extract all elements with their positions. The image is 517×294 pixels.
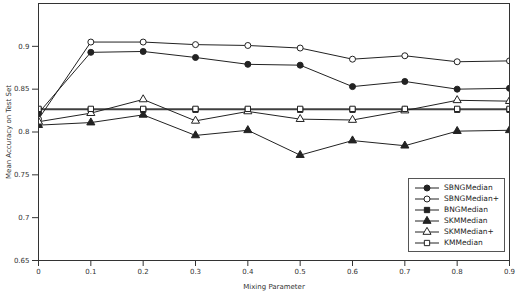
svg-text:0.7: 0.7 xyxy=(399,268,410,276)
svg-text:0.1: 0.1 xyxy=(85,268,96,276)
svg-text:Mean Accuracy on Test Set: Mean Accuracy on Test Set xyxy=(5,85,13,179)
svg-text:0.85: 0.85 xyxy=(14,85,30,93)
svg-text:Mixing Parameter: Mixing Parameter xyxy=(243,283,305,291)
svg-text:0.8: 0.8 xyxy=(18,128,29,136)
html-text:SBNGMedian: SBNGMedian xyxy=(444,183,493,192)
svg-text:0.9: 0.9 xyxy=(504,268,515,276)
svg-text:0.75: 0.75 xyxy=(14,171,30,179)
html-text:KMMedian: KMMedian xyxy=(444,238,483,247)
svg-text:0.4: 0.4 xyxy=(242,268,254,276)
html-text:BNGMedian: BNGMedian xyxy=(444,205,488,214)
svg-text:0.2: 0.2 xyxy=(138,268,149,276)
svg-text:0.65: 0.65 xyxy=(14,257,30,265)
html-text:SKMMedian+: SKMMedian+ xyxy=(444,227,494,236)
svg-text:0.7: 0.7 xyxy=(18,214,29,222)
svg-text:0.5: 0.5 xyxy=(295,268,306,276)
svg-text:0.3: 0.3 xyxy=(190,268,201,276)
svg-text:0.8: 0.8 xyxy=(452,268,463,276)
html-text:SBNGMedian+: SBNGMedian+ xyxy=(444,194,499,203)
svg-text:0.9: 0.9 xyxy=(18,43,29,51)
svg-text:0: 0 xyxy=(36,268,40,276)
html-text:SKMMedian: SKMMedian xyxy=(444,216,488,225)
svg-text:0.6: 0.6 xyxy=(347,268,359,276)
